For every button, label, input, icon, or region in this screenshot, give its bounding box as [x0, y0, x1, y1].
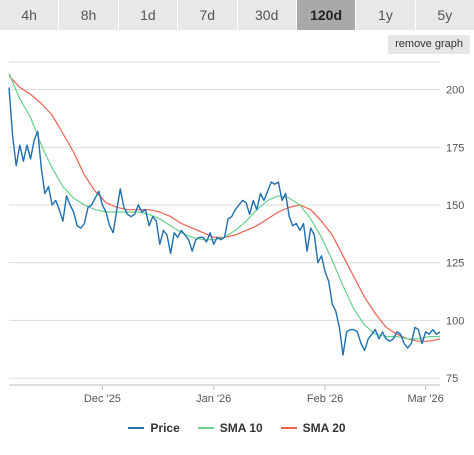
tab-4h[interactable]: 4h: [0, 0, 60, 30]
y-tick-label: 150: [446, 200, 464, 212]
price-chart: 75 100 125 150 175 200 Dec '25 Jan '26 Feb '26 M…: [8, 61, 464, 405]
legend-label: Price: [150, 421, 180, 435]
tab-7d[interactable]: 7d: [178, 0, 238, 30]
legend-swatch: [197, 427, 214, 429]
tab-120d[interactable]: 120d: [296, 0, 357, 30]
legend-swatch: [280, 427, 297, 429]
tab-1y[interactable]: 1y: [356, 0, 416, 30]
y-tick-label: 75: [446, 373, 458, 385]
series-line-sma-20: [8, 75, 441, 342]
tab-8h[interactable]: 8h: [59, 0, 119, 30]
legend-label: SMA 10: [219, 421, 263, 435]
chart-legend: Price SMA 10 SMA 20: [0, 421, 474, 435]
legend-swatch: [128, 427, 145, 429]
y-tick-label: 100: [446, 315, 464, 327]
x-tick-label: Dec '25: [84, 393, 121, 405]
series-lines: [8, 73, 441, 356]
y-tick-label: 200: [446, 85, 464, 97]
x-tick-label: Jan '26: [196, 393, 231, 405]
legend-label: SMA 20: [302, 421, 346, 435]
gridlines: [9, 61, 440, 386]
legend-item-sma-20[interactable]: SMA 20: [280, 421, 346, 435]
legend-item-sma-10[interactable]: SMA 10: [197, 421, 263, 435]
timeframe-tabs: 4h 8h 1d 7d 30d 120d 1y 5y: [0, 0, 474, 30]
x-tick-label: Mar '26: [407, 393, 443, 405]
y-tick-label: 125: [446, 258, 464, 270]
y-axis-ticks: 75 100 125 150 175 200: [446, 85, 464, 385]
series-line-sma-10: [8, 73, 440, 340]
legend-item-price[interactable]: Price: [128, 421, 180, 435]
tab-30d[interactable]: 30d: [237, 0, 297, 30]
tab-5y[interactable]: 5y: [415, 0, 474, 30]
x-axis-ticks: Dec '25 Jan '26 Feb '26 Mar '26: [84, 385, 444, 405]
x-tick-label: Feb '26: [307, 393, 343, 405]
y-tick-label: 175: [446, 142, 464, 154]
tab-1d[interactable]: 1d: [118, 0, 179, 30]
remove-graph-button[interactable]: remove graph: [388, 35, 470, 54]
series-line-price: [8, 87, 441, 356]
